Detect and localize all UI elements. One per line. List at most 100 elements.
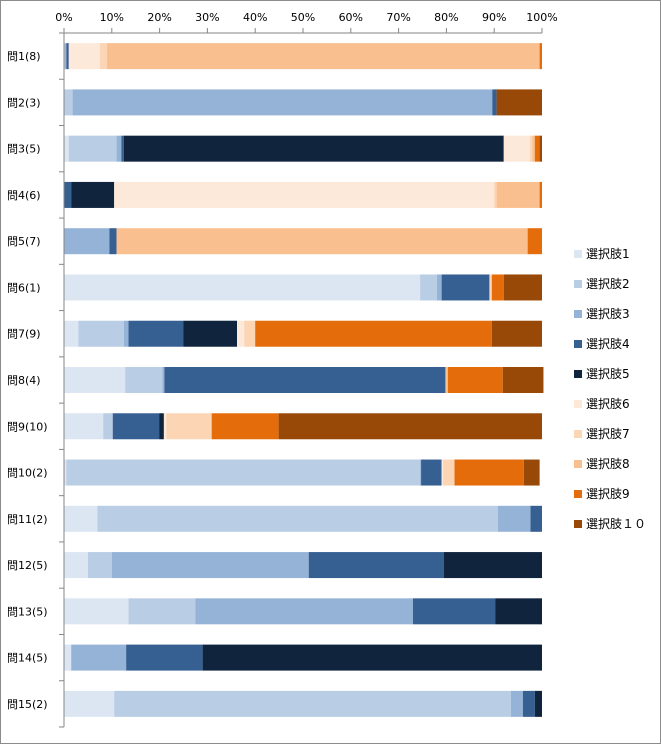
bar-segment	[114, 690, 511, 717]
category-label: 問13(5)	[7, 605, 48, 618]
category-label: 問7(9)	[7, 328, 41, 341]
category-label: 問9(10)	[7, 420, 48, 433]
bar-segment	[64, 552, 88, 579]
bar-segment	[443, 459, 455, 486]
x-tick-label: 20%	[147, 11, 171, 24]
bar-segment	[441, 459, 444, 486]
x-tick-label: 100%	[526, 11, 557, 24]
bar-segment	[211, 413, 279, 440]
bar-segment	[539, 135, 542, 162]
bar-segment	[195, 598, 413, 625]
bar-segment	[64, 459, 67, 486]
category-label: 問1(8)	[7, 50, 41, 63]
x-tick-label: 90%	[482, 11, 506, 24]
bar-segment	[510, 690, 523, 717]
legend-swatch	[574, 460, 582, 468]
bar-segment	[128, 320, 184, 347]
legend-label: 選択肢１０	[586, 516, 646, 531]
bar-segment	[163, 413, 167, 440]
bar-segment	[99, 43, 108, 70]
legend-swatch	[574, 370, 582, 378]
category-label: 問10(2)	[7, 467, 48, 480]
bar-segment	[523, 459, 540, 486]
bar-segment	[539, 181, 542, 208]
bar-segment	[128, 598, 196, 625]
legend-swatch	[574, 430, 582, 438]
bar-segment	[495, 598, 542, 625]
category-label: 問5(7)	[7, 235, 41, 248]
bar-segment	[66, 459, 421, 486]
bar-segment	[64, 690, 115, 717]
bar-segment	[87, 552, 112, 579]
category-label: 問11(2)	[7, 513, 48, 526]
bar-segment	[64, 274, 421, 301]
bar-segment	[496, 89, 542, 116]
bar-segment	[527, 228, 542, 255]
x-tick-label: 70%	[386, 11, 410, 24]
bar-segment	[532, 135, 535, 162]
bar-segment	[496, 181, 540, 208]
legend-swatch	[574, 310, 582, 318]
bar-segment	[539, 43, 542, 70]
x-tick-label: 30%	[195, 11, 219, 24]
x-tick-label: 0%	[55, 11, 72, 24]
category-label: 問14(5)	[7, 652, 48, 665]
bar-segment	[491, 274, 504, 301]
bar-segment	[72, 89, 493, 116]
category-label: 問8(4)	[7, 374, 41, 387]
bar-segment	[441, 274, 490, 301]
bar-segment	[162, 367, 165, 393]
category-label: 問6(1)	[7, 281, 41, 294]
bar-segment	[534, 135, 540, 162]
category-label: 問12(5)	[7, 559, 48, 572]
bar-segment	[116, 228, 528, 255]
x-tick-label: 80%	[434, 11, 458, 24]
bar-segment	[491, 320, 542, 347]
legend-label: 選択肢9	[586, 486, 630, 501]
legend-label: 選択肢5	[586, 366, 630, 381]
bar-segment	[64, 43, 67, 70]
bar-segment	[97, 505, 499, 532]
bar-segment	[412, 598, 496, 625]
legend-swatch	[574, 340, 582, 348]
bar-segment	[107, 43, 540, 70]
bar-segment	[436, 274, 442, 301]
category-label: 問3(5)	[7, 143, 41, 156]
bar-segment	[121, 135, 124, 162]
legend-label: 選択肢6	[586, 396, 630, 411]
bar-segment	[112, 413, 160, 440]
bar-segment	[123, 135, 504, 162]
bar-segment	[494, 181, 497, 208]
bar-segment	[255, 320, 492, 347]
legend-swatch	[574, 520, 582, 528]
bar-segment	[64, 89, 73, 116]
category-label: 問15(2)	[7, 698, 48, 711]
bar-segment	[111, 552, 309, 579]
bar-segment	[64, 135, 69, 162]
bar-segment	[447, 367, 503, 393]
x-tick-label: 10%	[100, 11, 124, 24]
bar-segment	[109, 228, 117, 255]
bar-segment	[123, 320, 129, 347]
bar-segment	[71, 181, 115, 208]
bar-segment	[68, 43, 100, 70]
legend-swatch	[574, 250, 582, 258]
bar-segment	[64, 181, 72, 208]
bar-segment	[308, 552, 445, 579]
bar-segment	[522, 690, 535, 717]
bar-segment	[278, 413, 542, 440]
bar-segment	[183, 320, 238, 347]
bar-segment	[64, 228, 110, 255]
bar-segment	[420, 274, 437, 301]
bar-segment	[534, 690, 542, 717]
bar-segment	[71, 644, 127, 671]
category-label: 問2(3)	[7, 96, 41, 109]
bar-segment	[498, 505, 531, 532]
bar-segment	[244, 320, 256, 347]
bar-segment	[64, 598, 129, 625]
bar-segment	[64, 367, 126, 393]
legend-label: 選択肢1	[586, 246, 630, 261]
legend-label: 選択肢4	[586, 336, 630, 351]
